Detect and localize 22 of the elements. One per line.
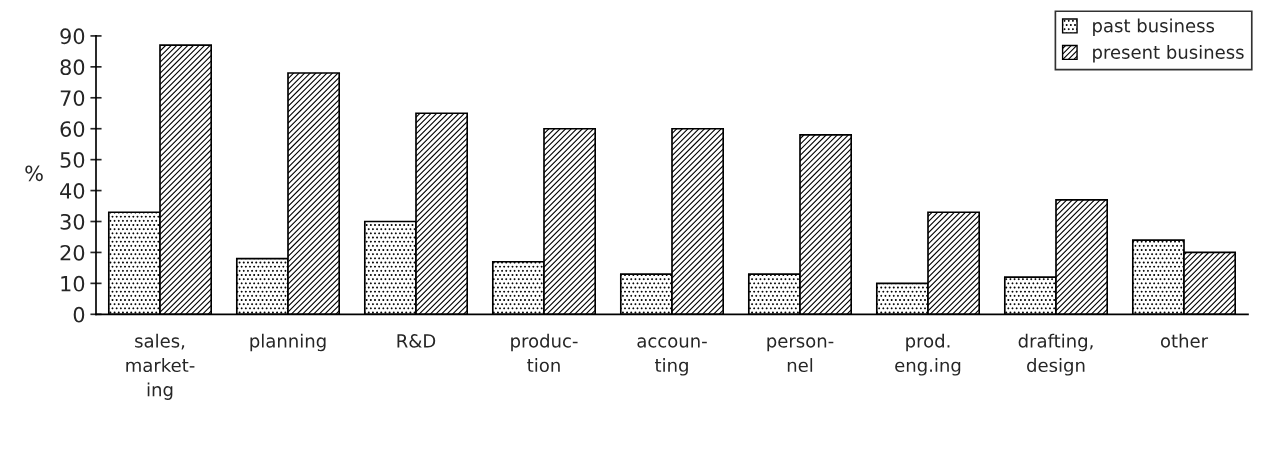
y-tick-label: 40: [60, 183, 85, 199]
y-tick-label: 30: [60, 213, 85, 230]
x-tick-label: drafting, design: [1018, 333, 1093, 376]
y-tick-label: 10: [61, 275, 85, 292]
x-tick-label: sales, market- ing: [126, 333, 195, 400]
y-tick-label: 70: [60, 90, 85, 106]
y-tick-label: 20: [60, 244, 85, 261]
y-tick-label: 50: [60, 152, 85, 168]
y-tick-label: 60: [60, 121, 85, 137]
x-tick-label: produc- tion: [511, 333, 578, 373]
x-tick-label: other: [1160, 333, 1209, 348]
y-tick-label: 90: [60, 28, 85, 45]
y-tick-label: 0: [73, 306, 85, 323]
x-tick-label: R&D: [397, 334, 436, 348]
y-axis-title: %: [25, 165, 43, 182]
y-tick-label: 80: [60, 59, 85, 76]
legend-label: present business: [1093, 45, 1244, 63]
x-tick-label: planning: [250, 333, 326, 352]
x-tick-label: person- nel: [767, 337, 834, 373]
x-tick-label: accoun- ting: [637, 337, 707, 376]
x-tick-label: prod. eng.ing: [895, 333, 961, 376]
legend-label: past business: [1093, 18, 1215, 36]
